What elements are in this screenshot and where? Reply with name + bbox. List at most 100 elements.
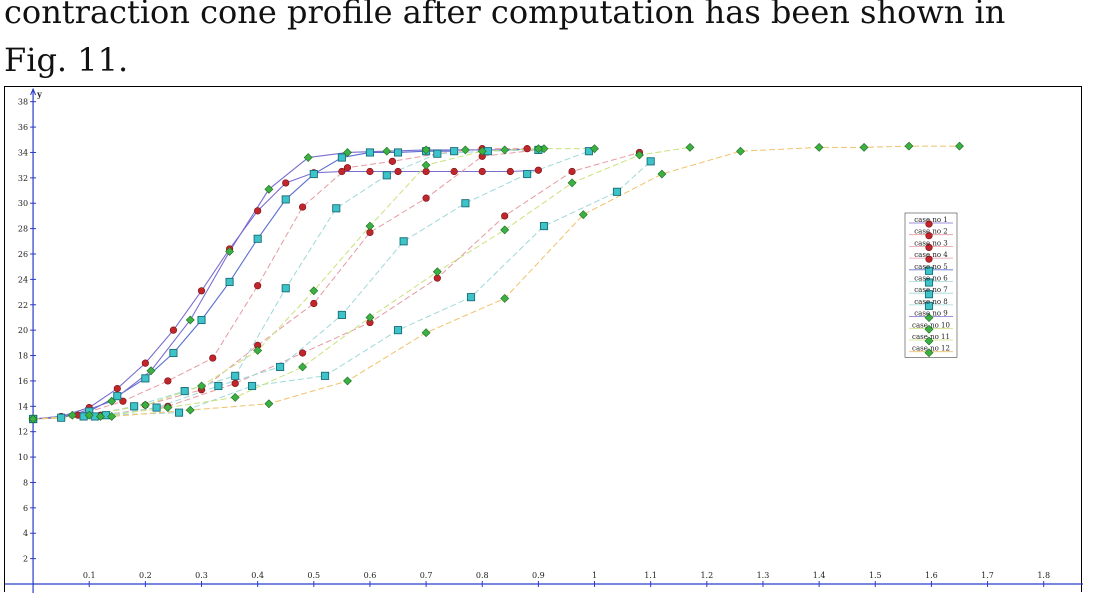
legend-marker-2 bbox=[925, 232, 933, 240]
body-text-line-1: contraction cone profile after computati… bbox=[4, 0, 1006, 31]
legend-label-6: case no 6 bbox=[914, 275, 948, 283]
y-tick-label: 26 bbox=[18, 250, 28, 259]
data-point-series-1 bbox=[478, 167, 486, 176]
data-point-series-12 bbox=[343, 376, 352, 386]
data-point-series-9 bbox=[421, 145, 431, 155]
legend-marker-5 bbox=[924, 266, 934, 275]
data-point-series-8 bbox=[466, 293, 476, 302]
legend-marker-1 bbox=[925, 220, 933, 228]
x-tick-label: 0.3 bbox=[195, 571, 208, 580]
data-point-series-11 bbox=[365, 313, 375, 322]
data-point-series-4 bbox=[568, 167, 576, 176]
legend-marker-3 bbox=[925, 243, 933, 251]
data-point-series-1 bbox=[282, 179, 290, 187]
data-point-series-9 bbox=[460, 145, 470, 155]
data-point-series-7 bbox=[399, 237, 408, 246]
body-text-line-2: Fig. 11. bbox=[4, 41, 129, 79]
data-point-series-11 bbox=[230, 392, 240, 402]
data-point-series-9 bbox=[343, 148, 352, 157]
data-point-series-12 bbox=[500, 293, 510, 303]
data-point-series-10 bbox=[477, 146, 487, 156]
data-point-series-11 bbox=[96, 412, 105, 421]
data-point-series-1 bbox=[534, 166, 542, 174]
data-point-series-12 bbox=[657, 169, 667, 179]
data-point-series-7 bbox=[276, 362, 285, 372]
legend-label-9: case no 9 bbox=[914, 310, 947, 318]
y-tick-label: 24 bbox=[18, 275, 28, 284]
data-point-series-4 bbox=[501, 212, 509, 220]
y-tick-label: 16 bbox=[18, 377, 28, 386]
y-tick-label: 6 bbox=[23, 504, 28, 513]
data-point-series-5 bbox=[365, 148, 374, 157]
data-point-series-1 bbox=[450, 167, 458, 176]
legend-marker-8 bbox=[924, 301, 934, 310]
legend-marker-10 bbox=[924, 324, 934, 334]
data-point-series-5 bbox=[309, 169, 318, 179]
data-point-series-12 bbox=[421, 328, 431, 338]
y-axis-title: y bbox=[36, 89, 42, 99]
data-point-series-6 bbox=[281, 284, 290, 293]
legend-label-11: case no 11 bbox=[912, 333, 950, 341]
data-point-series-5 bbox=[253, 234, 262, 243]
data-point-series-12 bbox=[859, 142, 869, 152]
legend-label-4: case no 4 bbox=[914, 251, 948, 259]
y-tick-label: 22 bbox=[18, 301, 28, 310]
data-point-series-11 bbox=[163, 403, 173, 413]
data-point-series-10 bbox=[421, 160, 431, 170]
data-point-series-3 bbox=[310, 299, 318, 308]
data-point-series-10 bbox=[197, 381, 206, 391]
legend-marker-4 bbox=[925, 255, 933, 263]
data-point-series-12 bbox=[578, 210, 588, 220]
data-point-series-12 bbox=[185, 405, 195, 415]
data-point-series-2 bbox=[254, 282, 262, 290]
y-tick-label: 28 bbox=[18, 225, 28, 234]
x-tick-label: 1.7 bbox=[981, 571, 994, 580]
data-point-series-2 bbox=[388, 157, 397, 165]
data-point-series-8 bbox=[320, 371, 330, 380]
legend-marker-12 bbox=[924, 348, 934, 358]
data-point-series-6 bbox=[433, 149, 442, 158]
data-point-series-9 bbox=[107, 396, 117, 406]
data-point-series-8 bbox=[175, 408, 184, 417]
data-point-series-3 bbox=[422, 194, 430, 202]
data-point-series-10 bbox=[140, 400, 150, 410]
y-tick-label: 20 bbox=[18, 326, 28, 335]
x-tick-label: 0.1 bbox=[83, 571, 96, 580]
legend-label-1: case no 1 bbox=[914, 216, 947, 224]
series-line-5 bbox=[33, 150, 455, 420]
data-point-series-11 bbox=[500, 225, 510, 235]
data-point-series-1 bbox=[366, 167, 374, 176]
y-tick-label: 4 bbox=[23, 529, 28, 538]
data-point-series-11 bbox=[685, 142, 695, 152]
data-point-series-6 bbox=[231, 371, 240, 380]
y-tick-label: 32 bbox=[18, 174, 28, 183]
data-point-series-9 bbox=[146, 366, 156, 376]
data-point-series-10 bbox=[253, 346, 263, 355]
data-point-series-12 bbox=[264, 399, 274, 409]
data-point-series-5 bbox=[113, 392, 122, 401]
x-tick-label: 1.2 bbox=[700, 571, 713, 580]
data-point-series-8 bbox=[539, 222, 549, 231]
data-point-series-9 bbox=[67, 410, 77, 420]
data-point-series-4 bbox=[298, 349, 307, 357]
data-point-series-9 bbox=[382, 146, 392, 156]
data-point-series-2 bbox=[523, 145, 531, 153]
data-point-series-5 bbox=[57, 413, 66, 422]
data-point-series-1 bbox=[197, 287, 206, 295]
data-point-series-5 bbox=[450, 147, 459, 156]
data-point-series-2 bbox=[298, 203, 307, 211]
data-point-series-1 bbox=[254, 207, 262, 215]
legend-label-10: case no 10 bbox=[912, 321, 950, 329]
series-line-12 bbox=[33, 145, 960, 420]
data-point-series-4 bbox=[231, 379, 239, 388]
data-point-series-2 bbox=[164, 377, 172, 385]
legend-marker-11 bbox=[924, 336, 934, 346]
x-tick-label: 0.2 bbox=[139, 571, 152, 580]
x-tick-label: 0.6 bbox=[364, 571, 377, 580]
data-point-series-7 bbox=[523, 169, 532, 179]
data-point-series-9 bbox=[185, 315, 195, 325]
data-point-series-7 bbox=[152, 403, 161, 412]
x-tick-label: 1 bbox=[592, 571, 597, 580]
data-point-series-7 bbox=[337, 310, 346, 319]
